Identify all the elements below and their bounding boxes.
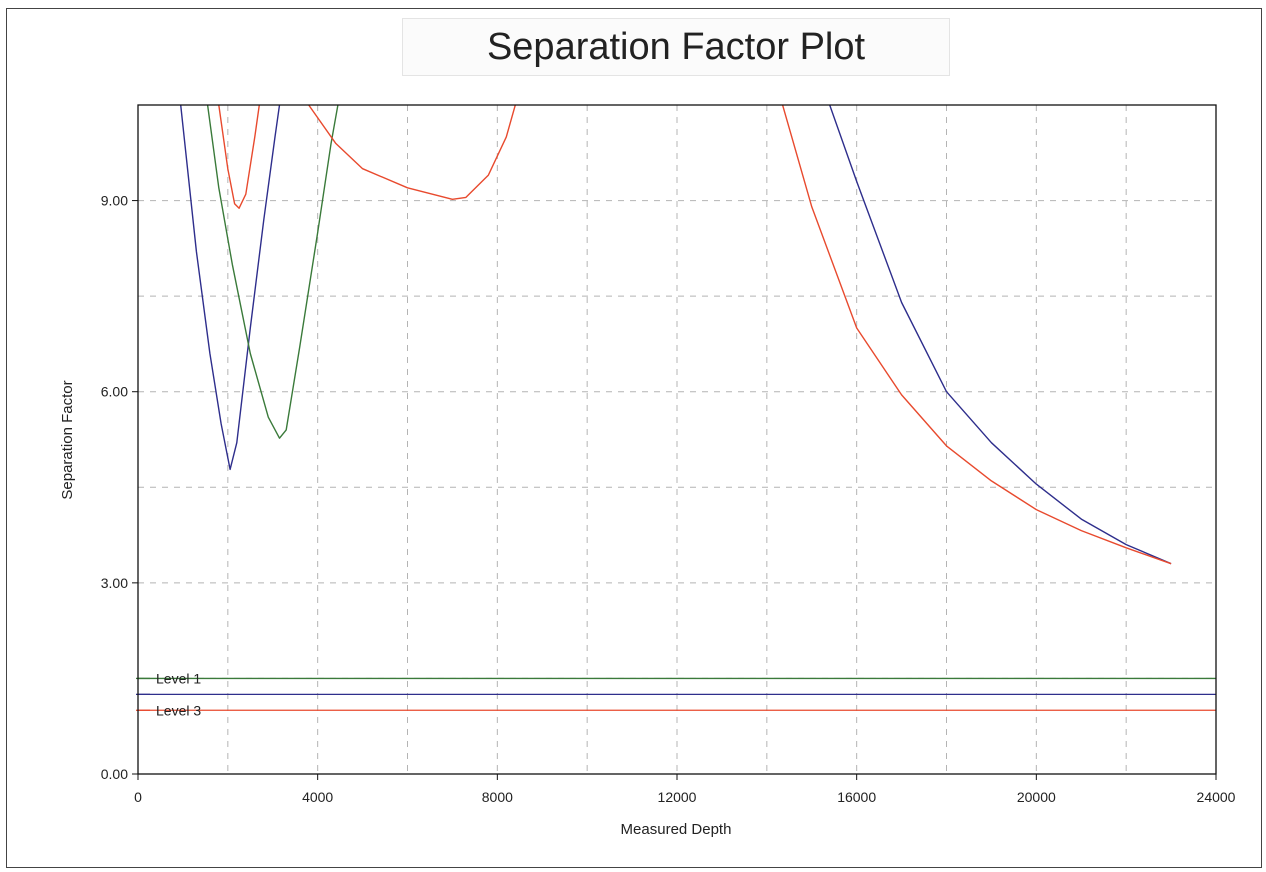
axes-layer: 0 4000 8000 12000 16000 20000 24000 0.00 3.00 6.0… — [101, 104, 1236, 805]
y-tick-label: 9.00 — [101, 193, 128, 209]
x-tick-label: 20000 — [1017, 789, 1056, 805]
level-label: Level 1 — [156, 670, 201, 686]
x-tick-label: 0 — [134, 789, 142, 805]
chart-title: Separation Factor Plot — [486, 25, 866, 68]
chart-title-box: Separation Factor Plot — [402, 18, 950, 76]
series-layer — [180, 105, 1172, 565]
x-axis-title: Measured Depth — [621, 821, 732, 838]
series-line — [218, 105, 260, 209]
y-axis-title: Separation Factor — [59, 380, 76, 499]
series-line — [308, 105, 516, 200]
series-line — [781, 105, 1172, 565]
series-line — [180, 105, 281, 471]
level-label: Level 3 — [156, 702, 201, 718]
x-tick-label: 12000 — [658, 789, 697, 805]
y-tick-label: 3.00 — [101, 575, 128, 591]
y-tick-label: 6.00 — [101, 384, 128, 400]
series-line — [206, 105, 339, 439]
series-line — [829, 105, 1172, 565]
chart-frame — [6, 8, 1262, 868]
x-tick-label: 16000 — [837, 789, 876, 805]
y-tick-label: 0.00 — [101, 766, 128, 782]
level-lines: Level 1 Level 3 — [136, 670, 1216, 718]
x-tick-label: 8000 — [482, 789, 513, 805]
grid-layer — [138, 105, 1216, 774]
x-tick-label: 24000 — [1197, 789, 1236, 805]
x-tick-label: 4000 — [302, 789, 333, 805]
